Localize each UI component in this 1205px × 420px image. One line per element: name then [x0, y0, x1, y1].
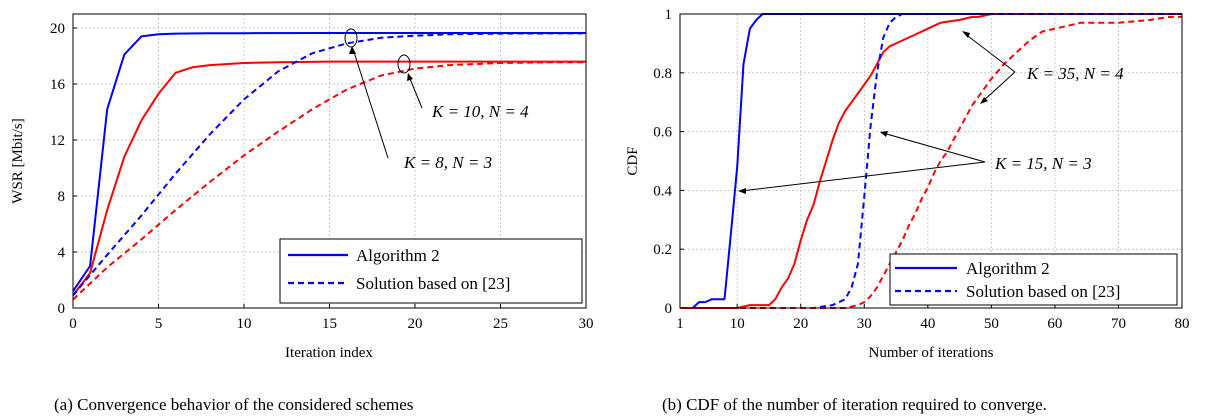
arrowhead — [738, 188, 746, 194]
chart-b: 1 10 20 30 40 50 60 70 80 0 0.2 0.4 0.6 0.8 1 Number o… — [625, 7, 1190, 361]
legend-label-dashed: Solution based on [23] — [356, 274, 510, 293]
arrowhead — [980, 97, 988, 104]
chart-a-ytick-label: 0 — [58, 301, 66, 317]
chart-b-xtick-label: 70 — [1111, 316, 1126, 332]
chart-b-xtick-label: 60 — [1047, 316, 1062, 332]
chart-b-ytick-label: 0.6 — [653, 125, 672, 141]
chart-a-ytick-label: 16 — [50, 77, 66, 93]
chart-a-series-solid-red — [72, 60, 586, 297]
chart-b-xtick-label: 30 — [857, 316, 872, 332]
chart-b-ytick-label: 0 — [665, 301, 673, 317]
chart-a-xtick-label: 25 — [493, 316, 508, 332]
chart-b-series-dashed-red — [680, 15, 1182, 309]
arrowhead — [407, 73, 413, 81]
chart-b-series-dashed-blue — [680, 13, 1182, 309]
chart-b-series-solid-red — [680, 13, 1182, 309]
chart-a-annotations — [344, 28, 423, 159]
legend-box — [889, 253, 1178, 306]
chart-b-annotation-k15: K = 15, N = 3 — [994, 154, 1092, 173]
chart-b-ytick-label: 0.8 — [653, 66, 672, 82]
chart-b-xtick-label: 50 — [984, 316, 999, 332]
legend-box — [279, 238, 583, 304]
arrowhead — [880, 131, 888, 137]
annotation-arrow — [963, 32, 1016, 73]
chart-a-xtick-label: 10 — [237, 316, 252, 332]
arrowhead — [349, 46, 356, 54]
chart-b-annotation-k35: K = 35, N = 4 — [1026, 64, 1124, 83]
chart-b-lines — [680, 13, 1182, 309]
chart-a-ytick-label: 8 — [58, 189, 66, 205]
chart-b-ylabel: CDF — [625, 146, 641, 175]
legend-label-solid: Algorithm 2 — [356, 246, 440, 265]
annotation-arrow — [740, 161, 986, 192]
chart-a-xtick-label: 30 — [579, 316, 594, 332]
chart-a-series-solid-blue — [72, 32, 586, 292]
chart-b-ytick-label: 0.2 — [653, 242, 672, 258]
ellipse-marker — [397, 54, 411, 74]
chart-a-ylabel: WSR [Mbit/s] — [10, 118, 26, 203]
legend-label-solid: Algorithm 2 — [966, 259, 1050, 278]
chart-a-xtick-label: 5 — [155, 316, 163, 332]
caption-b: (b) CDF of the number of iteration requi… — [662, 395, 1047, 414]
annotation-arrow — [352, 48, 389, 159]
chart-a-ytick-label: 12 — [50, 133, 65, 149]
chart-a-ticks: 0 5 10 15 20 25 30 0 4 8 12 16 20 — [50, 21, 594, 332]
chart-b-ticks: 1 10 20 30 40 50 60 70 80 0 0.2 0.4 0.6 0.8 1 — [653, 7, 1189, 332]
chart-b-xtick-label: 80 — [1175, 316, 1190, 332]
chart-b-xtick-label: 20 — [793, 316, 808, 332]
chart-a-lines — [72, 32, 587, 301]
chart-a-annotation-k8: K = 8, N = 3 — [403, 153, 492, 172]
chart-a-xlabel: Iteration index — [285, 345, 373, 361]
chart-b-ytick-label: 1 — [665, 7, 673, 23]
chart-b-legend: Algorithm 2 Solution based on [23] — [889, 253, 1178, 306]
chart-b-ytick-label: 0.4 — [653, 183, 672, 199]
chart-a-xtick-label: 15 — [322, 316, 337, 332]
annotation-arrow — [981, 71, 1016, 103]
arrowhead — [962, 31, 970, 38]
chart-b-xtick-label: 1 — [676, 316, 684, 332]
chart-b-xtick-label: 10 — [730, 316, 745, 332]
chart-b-annotations — [740, 32, 1016, 192]
legend-label-dashed: Solution based on [23] — [966, 282, 1120, 301]
chart-a-xtick-label: 0 — [69, 316, 77, 332]
chart-a-annotation-k10: K = 10, N = 4 — [431, 102, 529, 121]
caption-a: (a) Convergence behavior of the consider… — [54, 395, 413, 414]
chart-a-ytick-label: 4 — [58, 245, 66, 261]
annotation-arrow — [882, 132, 986, 163]
chart-a-ytick-label: 20 — [50, 21, 65, 37]
chart-b-plot-frame — [679, 13, 1183, 309]
chart-a-series-dashed-blue — [72, 32, 587, 297]
chart-b-xlabel: Number of iterations — [869, 345, 994, 361]
chart-a: 0 5 10 15 20 25 30 0 4 8 12 16 20 Iteration index WS… — [10, 13, 594, 361]
ellipse-marker — [344, 28, 358, 48]
chart-b-xtick-label: 40 — [920, 316, 935, 332]
chart-a-legend: Algorithm 2 Solution based on [23] — [279, 238, 583, 304]
chart-a-xtick-label: 20 — [408, 316, 423, 332]
